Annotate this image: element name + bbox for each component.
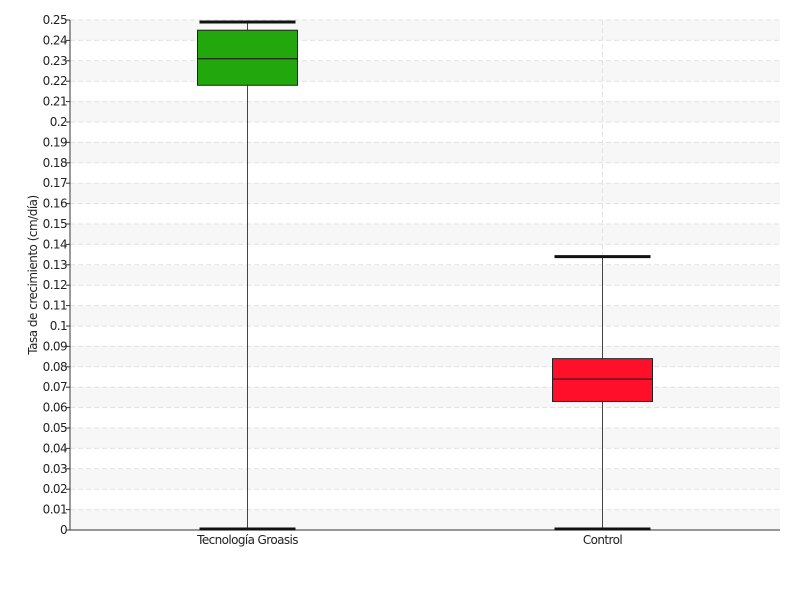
y-tick-label: 0.17 [43, 176, 67, 190]
x-tick-labels: Tecnología Groasis Control [196, 533, 623, 547]
y-tick-label: 0.19 [43, 135, 67, 149]
y-tick-label: 0.22 [43, 74, 67, 88]
y-tick-label: 0.09 [43, 339, 67, 353]
grid-band [71, 346, 780, 367]
grid-band [71, 509, 780, 530]
y-tick-label: 0.11 [43, 299, 67, 313]
y-tick-label: 0 [60, 523, 67, 537]
y-tick-label: 0.18 [43, 156, 67, 170]
y-tick-label: 0.07 [43, 380, 67, 394]
grid [70, 19, 780, 530]
y-tick-label: 0.24 [43, 33, 67, 47]
y-tick-label: 0.04 [43, 441, 67, 455]
x-tick-label: Tecnología Groasis [196, 533, 298, 547]
y-tick-label: 0.16 [43, 197, 67, 211]
y-tick-label: 0.08 [43, 360, 67, 374]
iqr-box [552, 358, 653, 402]
y-tick-label: 0.21 [43, 95, 67, 109]
y-tick-label: 0.01 [43, 503, 67, 517]
grid-band [71, 142, 780, 163]
y-tick-label: 0.15 [43, 217, 67, 231]
y-tick-label: 0.1 [50, 319, 67, 333]
grid-band [71, 183, 780, 204]
grid-band [71, 305, 780, 326]
y-axis-title: Tasa de crecimiento (cm/día) [26, 195, 40, 355]
axes [69, 20, 780, 531]
grid-band [71, 264, 780, 286]
y-tick-label: 0.23 [43, 54, 67, 68]
x-tick-label: Control [583, 533, 622, 547]
y-tick-label: 0.13 [43, 258, 67, 272]
box-groasis [197, 20, 298, 531]
grid-band [71, 428, 780, 449]
y-tick-label: 0.25 [43, 13, 67, 27]
y-tick-label: 0.14 [43, 237, 67, 251]
iqr-box [197, 29, 298, 86]
grid-band [71, 387, 780, 408]
boxes [197, 20, 653, 531]
grid-band [71, 60, 780, 82]
box-control [552, 255, 653, 531]
y-tick-label: 0.06 [43, 401, 67, 415]
y-tick-label: 0.03 [43, 462, 67, 476]
y-tick-label: 0.05 [43, 421, 67, 435]
y-tick-label: 0.2 [50, 115, 67, 129]
grid-band [71, 468, 780, 490]
y-tick-label: 0.02 [43, 482, 67, 496]
grid-band [71, 101, 780, 122]
y-tick-label: 0.12 [43, 278, 67, 292]
grid-band [71, 224, 780, 245]
y-ticks: 0 0.01 0.02 0.03 0.04 0.05 0.06 0.07 0.08 0.09 0.1… [43, 13, 70, 537]
grid-band [71, 20, 780, 41]
